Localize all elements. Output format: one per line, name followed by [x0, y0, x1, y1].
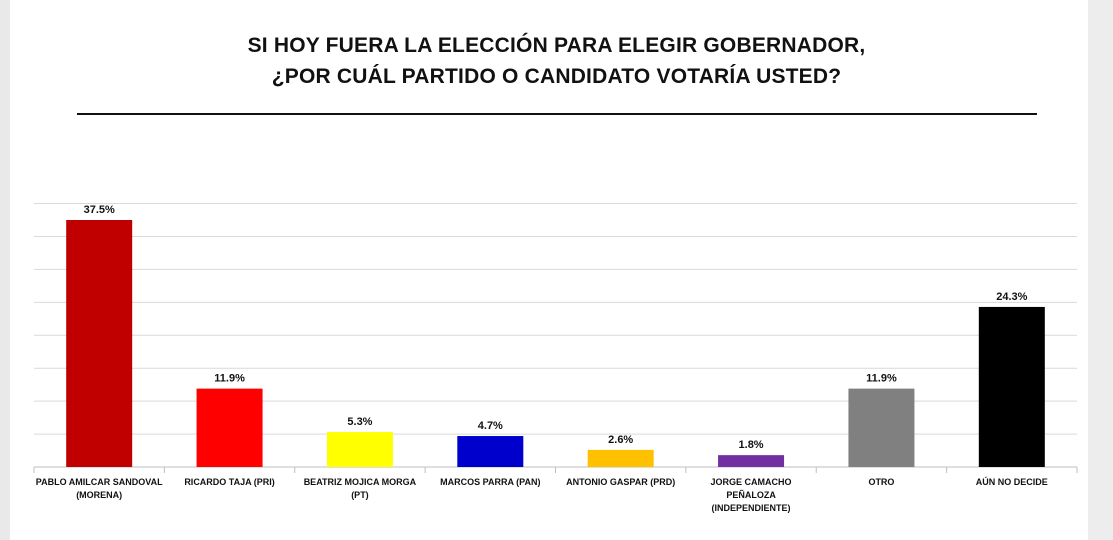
category-label: (PT) [351, 490, 369, 500]
category-label: (MORENA) [76, 490, 122, 500]
right-margin-strip [1088, 0, 1113, 540]
category-label: RICARDO TAJA (PRI) [184, 477, 275, 487]
category-label: PEÑALOZA [726, 490, 776, 500]
data-label: 1.8% [739, 439, 764, 451]
data-label: 37.5% [84, 204, 115, 216]
bar [66, 220, 133, 467]
bar [196, 388, 263, 467]
category-label: MARCOS PARRA (PAN) [440, 477, 540, 487]
data-label: 24.3% [996, 291, 1027, 303]
chart-title-line-2: ¿POR CUÁL PARTIDO O CANDIDATO VOTARÍA US… [271, 65, 842, 88]
data-label: 2.6% [608, 434, 633, 446]
category-label: AÚN NO DECIDE [976, 476, 1048, 487]
chart-title: SI HOY FUERA LA ELECCIÓN PARA ELEGIR GOB… [0, 30, 1113, 92]
data-label: 11.9% [214, 373, 245, 385]
bar [718, 455, 785, 467]
bar [978, 306, 1045, 467]
category-label: BEATRIZ MOJICA MORGA [304, 477, 417, 487]
title-underline [77, 113, 1037, 115]
category-label: JORGE CAMACHO [711, 477, 792, 487]
category-label: PABLO AMILCAR SANDOVAL [36, 477, 163, 487]
data-label: 11.9% [866, 373, 897, 385]
bar [457, 436, 524, 467]
chart-title-line-1: SI HOY FUERA LA ELECCIÓN PARA ELEGIR GOB… [247, 34, 866, 57]
data-label: 5.3% [347, 416, 372, 428]
category-label: ANTONIO GASPAR (PRD) [566, 477, 675, 487]
bar [326, 432, 393, 467]
data-label: 4.7% [478, 420, 503, 432]
category-label: OTRO [868, 477, 894, 487]
category-label: (INDEPENDIENTE) [712, 503, 791, 513]
bar [848, 388, 915, 467]
bar [587, 449, 654, 467]
